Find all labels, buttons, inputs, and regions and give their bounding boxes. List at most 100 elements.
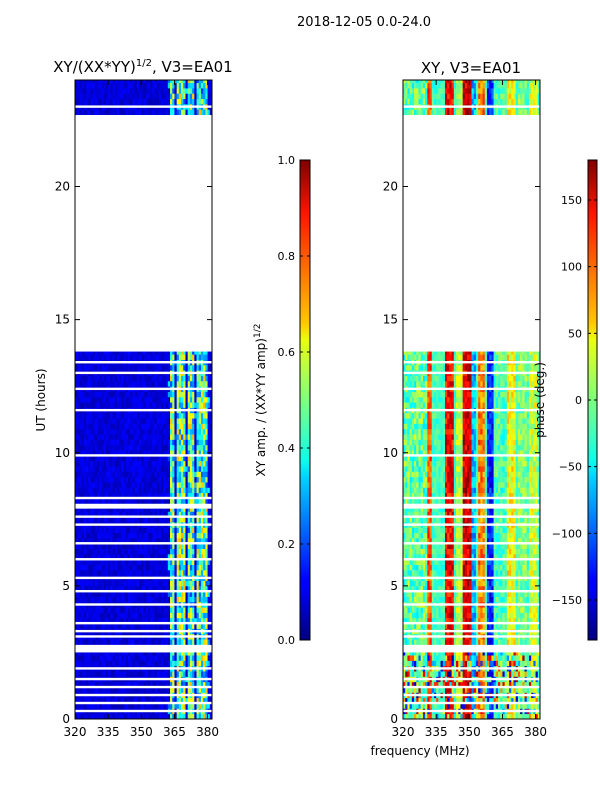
- left-heatmap-cell: [181, 591, 184, 597]
- left-heatmap-cell: [176, 98, 180, 105]
- left-heatmap-cell: [86, 553, 89, 560]
- left-heatmap-cell: [132, 553, 136, 560]
- left-heatmap-cell: [192, 548, 195, 555]
- left-heatmap-cell: [77, 498, 80, 504]
- left-heatmap-cell: [112, 471, 116, 478]
- left-heatmap-cell: [86, 351, 89, 355]
- left-heatmap-cell: [167, 354, 171, 360]
- left-heatmap-cell: [119, 623, 122, 629]
- left-heatmap-cell: [110, 532, 113, 539]
- left-heatmap-cell: [187, 612, 191, 619]
- left-heatmap-cell: [136, 439, 140, 446]
- left-heatmap-cell: [75, 607, 78, 613]
- left-heatmap-cell: [112, 375, 116, 382]
- left-heatmap-cell: [105, 492, 109, 499]
- left-heatmap-cell: [183, 396, 186, 403]
- left-heatmap-cell: [108, 492, 111, 499]
- left-heatmap-cell: [119, 428, 122, 435]
- left-heatmap-cell: [156, 596, 160, 603]
- left-heatmap-cell: [192, 455, 195, 462]
- left-heatmap-cell: [150, 391, 153, 398]
- left-heatmap-cell: [209, 93, 212, 100]
- left-heatmap-cell: [121, 434, 125, 440]
- right-heatmap-cell: [509, 713, 512, 719]
- left-heatmap-cell: [167, 402, 171, 408]
- left-heatmap-cell: [128, 580, 131, 587]
- left-heatmap-cell: [121, 639, 125, 645]
- left-heatmap-cell: [92, 569, 96, 576]
- left-heatmap-cell: [81, 580, 85, 587]
- left-heatmap-cell: [97, 591, 100, 597]
- left-heatmap-cell: [172, 532, 175, 539]
- left-heatmap-cell: [75, 553, 78, 560]
- left-heatmap-cell: [198, 591, 202, 597]
- left-heatmap-cell: [130, 351, 133, 355]
- left-heatmap-cell: [161, 585, 164, 592]
- left-heatmap-cell: [152, 543, 155, 549]
- left-heatmap-cell: [198, 460, 202, 467]
- left-heatmap-cell: [134, 516, 138, 523]
- left-flagged-row: [75, 387, 212, 391]
- left-heatmap-cell: [203, 402, 206, 408]
- left-heatmap-cell: [163, 548, 166, 555]
- left-heatmap-cell: [205, 681, 208, 688]
- left-heatmap-cell: [79, 607, 83, 613]
- left-heatmap-cell: [125, 687, 129, 693]
- left-heatmap-cell: [75, 375, 78, 382]
- left-heatmap-cell: [79, 623, 83, 629]
- right-heatmap-cell: [409, 713, 413, 719]
- left-heatmap-cell: [79, 375, 83, 382]
- left-heatmap-cell: [154, 596, 158, 603]
- left-heatmap-cell: [178, 455, 182, 462]
- left-heatmap-cell: [192, 585, 195, 592]
- left-heatmap-cell: [192, 639, 195, 645]
- left-heatmap-cell: [163, 82, 166, 89]
- left-heatmap-cell: [196, 82, 200, 89]
- left-heatmap-cell: [167, 471, 171, 478]
- left-heatmap-cell: [209, 639, 212, 645]
- left-heatmap-cell: [200, 516, 204, 523]
- left-heatmap-cell: [198, 87, 202, 94]
- left-heatmap-cell: [123, 498, 127, 504]
- left-heatmap-cell: [75, 460, 78, 467]
- left-heatmap-cell: [209, 655, 212, 661]
- left-heatmap-cell: [128, 527, 131, 534]
- left-heatmap-cell: [103, 498, 107, 504]
- left-heatmap-cell: [181, 364, 184, 371]
- left-heatmap-cell: [130, 532, 133, 539]
- right-heatmap-cell: [493, 697, 497, 704]
- left-heatmap-cell: [123, 697, 127, 704]
- left-heatmap-cell: [141, 380, 144, 387]
- left-heatmap-cell: [205, 532, 208, 539]
- left-heatmap-cell: [112, 543, 116, 549]
- right-heatmap-cell: [500, 713, 503, 719]
- left-heatmap-cell: [183, 687, 186, 693]
- left-heatmap-cell: [94, 537, 98, 544]
- left-heatmap-cell: [200, 596, 204, 603]
- left-heatmap-cell: [103, 660, 107, 667]
- left-heatmap-cell: [81, 596, 85, 603]
- left-heatmap-cell: [99, 569, 102, 576]
- left-heatmap-cell: [174, 585, 178, 592]
- left-heatmap-cell: [75, 476, 78, 483]
- left-heatmap-cell: [116, 450, 120, 456]
- left-heatmap-cell: [92, 109, 96, 116]
- left-heatmap-cell: [178, 450, 182, 456]
- left-heatmap-cell: [141, 466, 144, 472]
- left-heatmap-cell: [143, 354, 147, 360]
- left-heatmap-cell: [123, 532, 127, 539]
- left-heatmap-cell: [196, 428, 200, 435]
- left-heatmap-cell: [103, 508, 107, 512]
- left-heatmap-cell: [154, 396, 158, 403]
- left-colorbar-tick-label: 0.4: [278, 442, 296, 455]
- left-heatmap-cell: [86, 423, 89, 430]
- right-heatmap-cell: [456, 703, 459, 709]
- left-heatmap-cell: [194, 697, 197, 704]
- left-heatmap-cell: [150, 681, 153, 688]
- left-heatmap-cell: [158, 617, 162, 624]
- left-heatmap-cell: [178, 687, 182, 693]
- left-heatmap-cell: [94, 364, 98, 371]
- left-heatmap-cell: [139, 703, 142, 709]
- left-heatmap-cell: [174, 687, 178, 693]
- left-heatmap-cell: [203, 580, 206, 587]
